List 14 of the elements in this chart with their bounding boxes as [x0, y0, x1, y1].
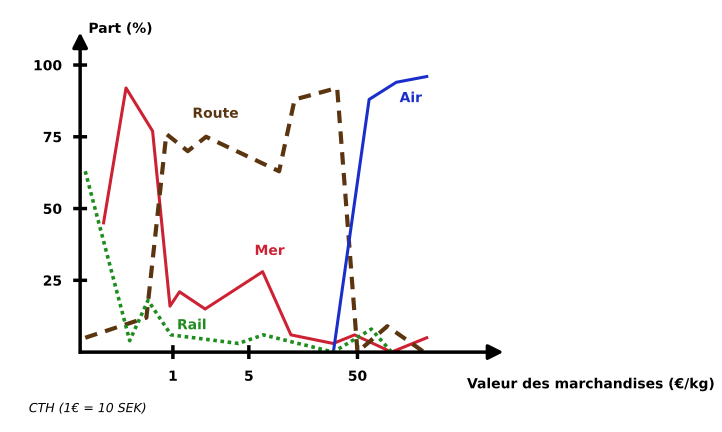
y-tick-label: 50: [44, 204, 62, 214]
y-tick-label: 75: [44, 132, 62, 142]
series-label: Route: [194, 108, 238, 118]
series-label: Rail: [178, 318, 206, 330]
text: CTH (1€ = 10 SEK): [29, 402, 146, 414]
y-tick-label: 25: [44, 275, 62, 286]
x-axis-title: Valeur des marchandises (€/kg): [467, 378, 714, 392]
series-label: Air: [400, 92, 422, 102]
x-tick-label: 1: [170, 370, 177, 381]
x-tick-label: 5: [245, 370, 253, 381]
y-axis-title: Part (%): [90, 22, 152, 35]
y-tick-label: 100: [34, 60, 62, 70]
x-tick-label: 50: [348, 370, 366, 381]
series-label: Mer: [256, 244, 285, 256]
